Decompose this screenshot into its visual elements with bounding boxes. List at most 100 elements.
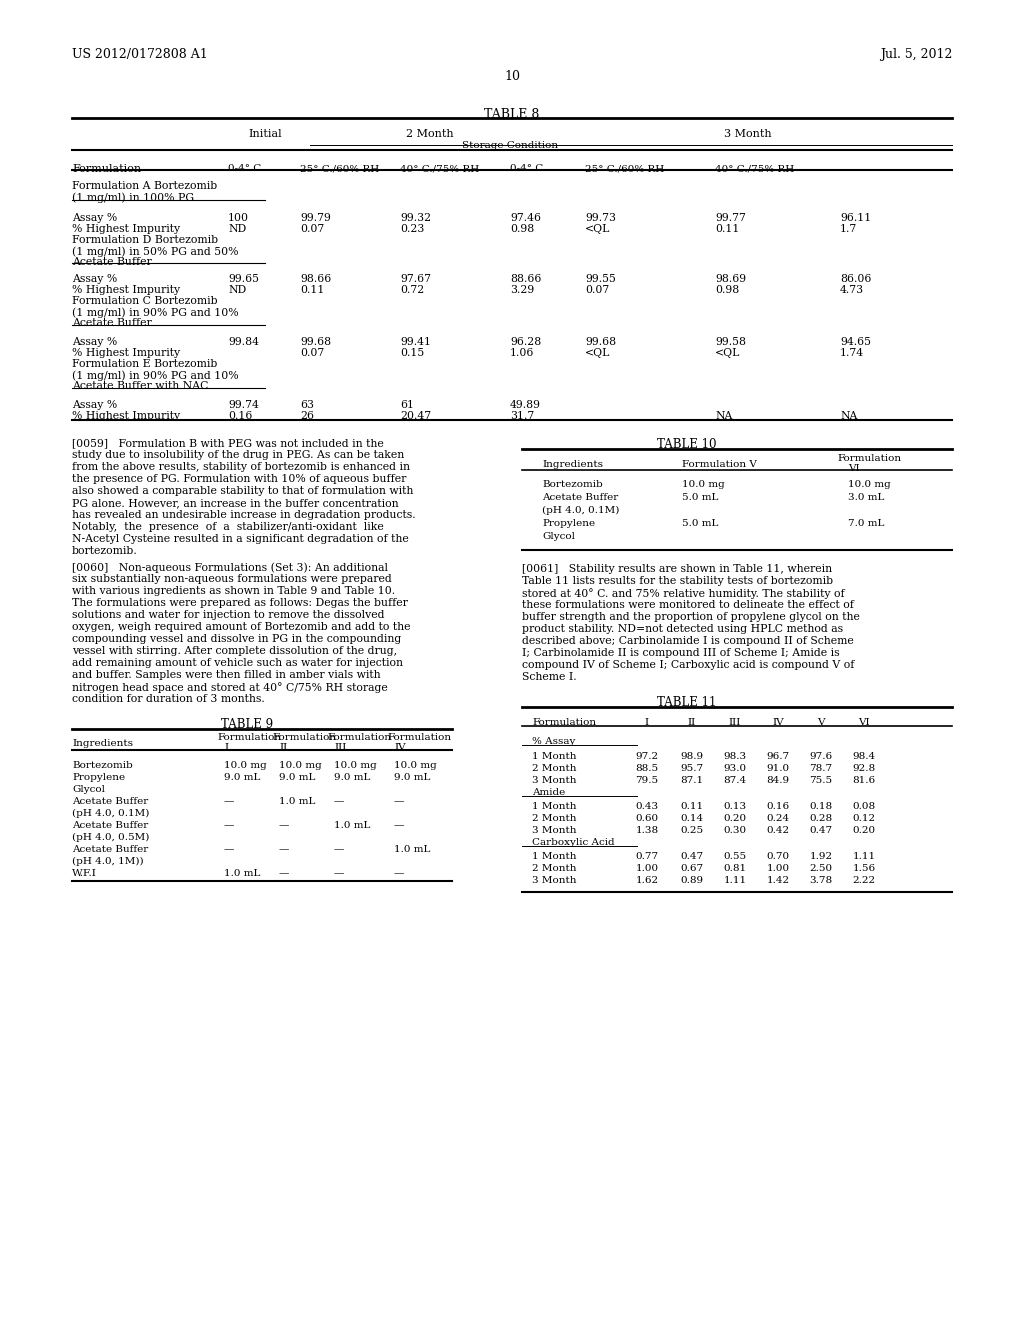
Text: 9.0 mL: 9.0 mL bbox=[224, 774, 260, 781]
Text: 25° C./60% RH: 25° C./60% RH bbox=[585, 164, 665, 173]
Text: % Highest Impurity: % Highest Impurity bbox=[72, 224, 180, 234]
Text: II: II bbox=[688, 718, 696, 727]
Text: —: — bbox=[394, 869, 404, 878]
Text: 99.84: 99.84 bbox=[228, 337, 259, 347]
Text: Assay %: Assay % bbox=[72, 213, 118, 223]
Text: The formulations were prepared as follows: Degas the buffer: The formulations were prepared as follow… bbox=[72, 598, 408, 609]
Text: W.F.I: W.F.I bbox=[72, 869, 97, 878]
Text: ND: ND bbox=[228, 285, 246, 294]
Text: 96.11: 96.11 bbox=[840, 213, 871, 223]
Text: 2.22: 2.22 bbox=[852, 876, 876, 884]
Text: 93.0: 93.0 bbox=[723, 764, 746, 774]
Text: 3 Month: 3 Month bbox=[724, 129, 772, 139]
Text: 99.68: 99.68 bbox=[585, 337, 616, 347]
Text: 0.30: 0.30 bbox=[723, 826, 746, 836]
Text: 0.15: 0.15 bbox=[400, 348, 424, 358]
Text: V: V bbox=[817, 718, 824, 727]
Text: 0.47: 0.47 bbox=[809, 826, 833, 836]
Text: 25° C./60% RH: 25° C./60% RH bbox=[300, 164, 379, 173]
Text: —: — bbox=[224, 797, 234, 807]
Text: 2 Month: 2 Month bbox=[532, 865, 577, 873]
Text: Formulation D Bortezomib: Formulation D Bortezomib bbox=[72, 235, 218, 246]
Text: also showed a comparable stability to that of formulation with: also showed a comparable stability to th… bbox=[72, 486, 414, 496]
Text: 0.70: 0.70 bbox=[766, 851, 790, 861]
Text: —: — bbox=[334, 845, 344, 854]
Text: PG alone. However, an increase in the buffer concentration: PG alone. However, an increase in the bu… bbox=[72, 498, 398, 508]
Text: —: — bbox=[334, 797, 344, 807]
Text: NA: NA bbox=[840, 411, 857, 421]
Text: 1.0 mL: 1.0 mL bbox=[224, 869, 260, 878]
Text: 2 Month: 2 Month bbox=[407, 129, 454, 139]
Text: 0.18: 0.18 bbox=[809, 803, 833, 810]
Text: Formulation: Formulation bbox=[837, 454, 901, 463]
Text: 99.77: 99.77 bbox=[715, 213, 745, 223]
Text: 3 Month: 3 Month bbox=[532, 826, 577, 836]
Text: Formulation V: Formulation V bbox=[682, 459, 757, 469]
Text: these formulations were monitored to delineate the effect of: these formulations were monitored to del… bbox=[522, 601, 854, 610]
Text: VI: VI bbox=[848, 465, 859, 473]
Text: 1.11: 1.11 bbox=[852, 851, 876, 861]
Text: 3 Month: 3 Month bbox=[532, 776, 577, 785]
Text: 86.06: 86.06 bbox=[840, 275, 871, 284]
Text: 0.16: 0.16 bbox=[766, 803, 790, 810]
Text: Assay %: Assay % bbox=[72, 337, 118, 347]
Text: —: — bbox=[279, 845, 290, 854]
Text: Storage Condition: Storage Condition bbox=[462, 141, 558, 150]
Text: (pH 4.0, 1M)): (pH 4.0, 1M)) bbox=[72, 857, 143, 866]
Text: 0.43: 0.43 bbox=[636, 803, 658, 810]
Text: 1.0 mL: 1.0 mL bbox=[334, 821, 371, 830]
Text: 0.11: 0.11 bbox=[300, 285, 325, 294]
Text: TABLE 9: TABLE 9 bbox=[221, 718, 273, 731]
Text: Formulation: Formulation bbox=[387, 733, 452, 742]
Text: 1.62: 1.62 bbox=[636, 876, 658, 884]
Text: Formulation C Bortezomib: Formulation C Bortezomib bbox=[72, 296, 218, 306]
Text: Assay %: Assay % bbox=[72, 275, 118, 284]
Text: 10.0 mg: 10.0 mg bbox=[334, 762, 377, 770]
Text: 3.29: 3.29 bbox=[510, 285, 535, 294]
Text: 1.06: 1.06 bbox=[510, 348, 535, 358]
Text: 10.0 mg: 10.0 mg bbox=[394, 762, 437, 770]
Text: 1.0 mL: 1.0 mL bbox=[279, 797, 315, 807]
Text: Glycol: Glycol bbox=[72, 785, 105, 795]
Text: 1.11: 1.11 bbox=[723, 876, 746, 884]
Text: 98.69: 98.69 bbox=[715, 275, 746, 284]
Text: Bortezomib: Bortezomib bbox=[72, 762, 133, 770]
Text: IV: IV bbox=[394, 743, 406, 752]
Text: —: — bbox=[334, 869, 344, 878]
Text: 20.47: 20.47 bbox=[400, 411, 431, 421]
Text: —: — bbox=[394, 797, 404, 807]
Text: Formulation E Bortezomib: Formulation E Bortezomib bbox=[72, 359, 217, 370]
Text: 99.41: 99.41 bbox=[400, 337, 431, 347]
Text: 63: 63 bbox=[300, 400, 314, 411]
Text: VI: VI bbox=[858, 718, 869, 727]
Text: NA: NA bbox=[715, 411, 732, 421]
Text: 1 Month: 1 Month bbox=[532, 851, 577, 861]
Text: 10.0 mg: 10.0 mg bbox=[848, 480, 891, 488]
Text: 0.98: 0.98 bbox=[715, 285, 739, 294]
Text: 96.7: 96.7 bbox=[766, 752, 790, 762]
Text: Carboxylic Acid: Carboxylic Acid bbox=[532, 838, 614, 847]
Text: 99.73: 99.73 bbox=[585, 213, 616, 223]
Text: —: — bbox=[279, 869, 290, 878]
Text: Bortezomib: Bortezomib bbox=[542, 480, 603, 488]
Text: 79.5: 79.5 bbox=[636, 776, 658, 785]
Text: TABLE 10: TABLE 10 bbox=[657, 438, 717, 451]
Text: 1 Month: 1 Month bbox=[532, 803, 577, 810]
Text: Ingredients: Ingredients bbox=[72, 739, 133, 748]
Text: [0061]   Stability results are shown in Table 11, wherein: [0061] Stability results are shown in Ta… bbox=[522, 564, 833, 574]
Text: —: — bbox=[394, 821, 404, 830]
Text: 9.0 mL: 9.0 mL bbox=[279, 774, 315, 781]
Text: 87.1: 87.1 bbox=[680, 776, 703, 785]
Text: 61: 61 bbox=[400, 400, 414, 411]
Text: Acetate Buffer: Acetate Buffer bbox=[72, 318, 152, 327]
Text: 0.55: 0.55 bbox=[723, 851, 746, 861]
Text: bortezomib.: bortezomib. bbox=[72, 546, 138, 556]
Text: (1 mg/ml) in 90% PG and 10%: (1 mg/ml) in 90% PG and 10% bbox=[72, 308, 239, 318]
Text: Table 11 lists results for the stability tests of bortezomib: Table 11 lists results for the stability… bbox=[522, 576, 834, 586]
Text: 0.67: 0.67 bbox=[680, 865, 703, 873]
Text: and buffer. Samples were then filled in amber vials with: and buffer. Samples were then filled in … bbox=[72, 671, 381, 680]
Text: 97.46: 97.46 bbox=[510, 213, 541, 223]
Text: Formulation: Formulation bbox=[272, 733, 336, 742]
Text: IV: IV bbox=[772, 718, 783, 727]
Text: six substantially non-aqueous formulations were prepared: six substantially non-aqueous formulatio… bbox=[72, 574, 392, 583]
